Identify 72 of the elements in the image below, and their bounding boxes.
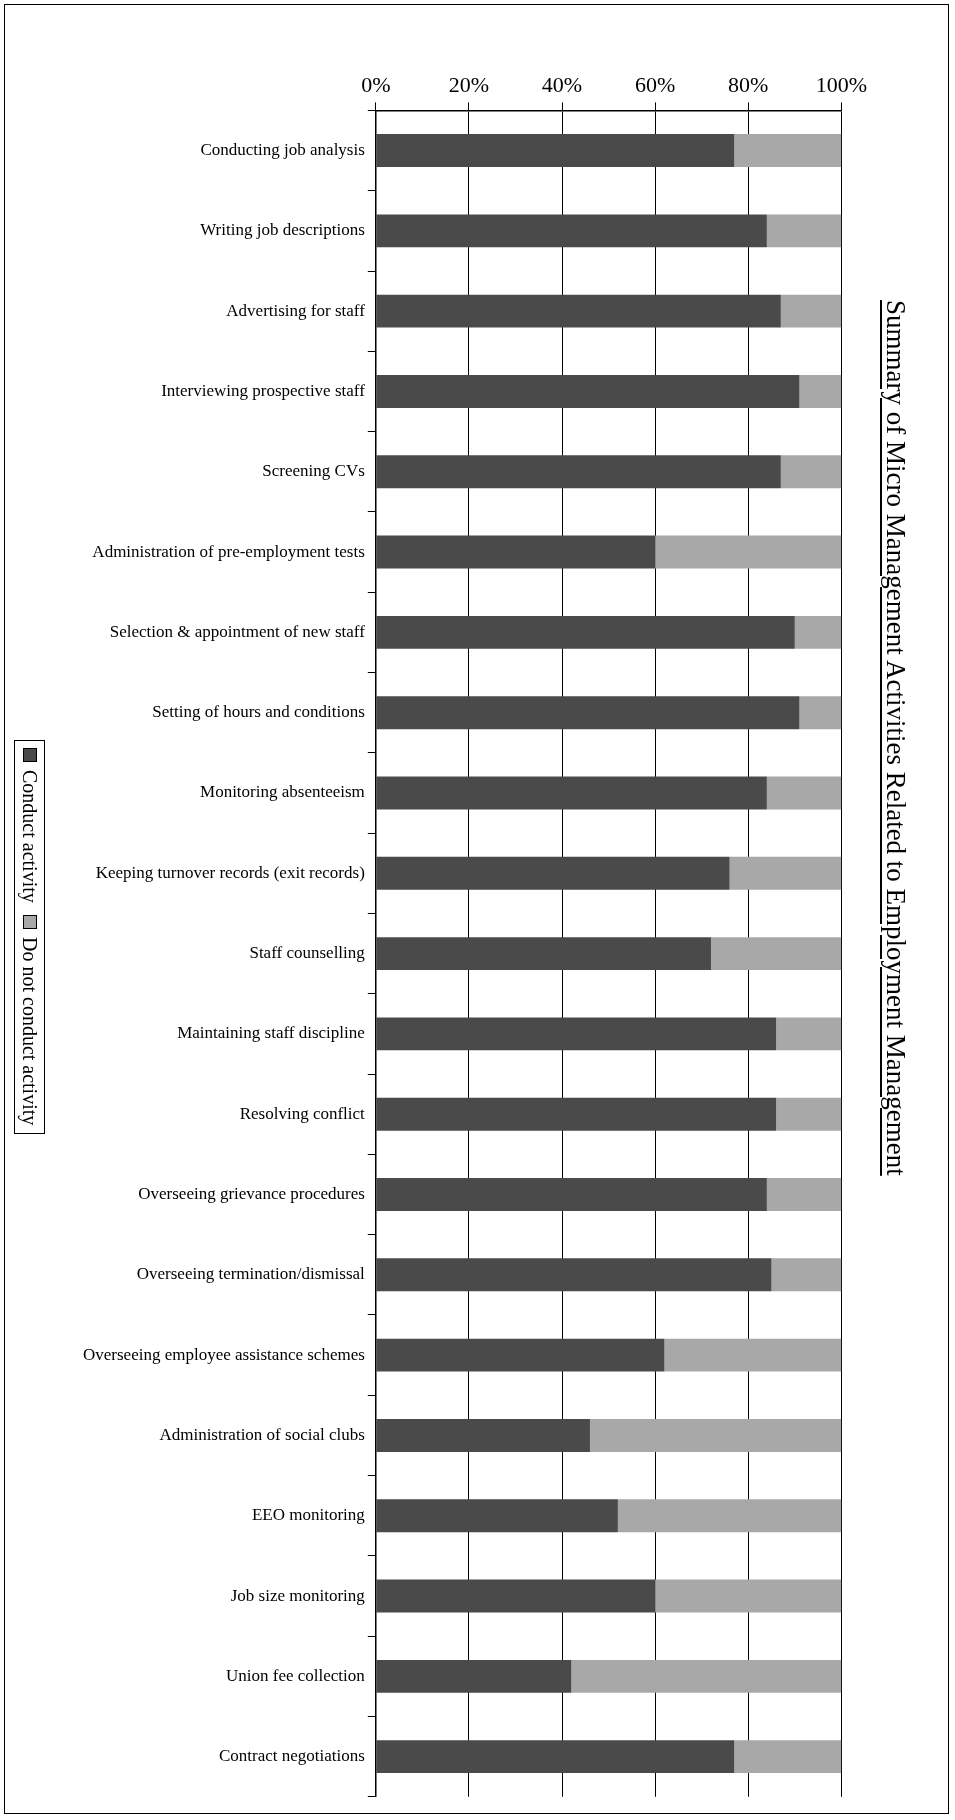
y-tick-label: Overseeing grievance procedures [138,1183,365,1203]
y-tick-label: Resolving conflict [239,1103,366,1123]
bar [571,1659,842,1693]
x-tick-label: 40% [541,71,583,97]
y-tick-label: Monitoring absenteeism [200,782,365,802]
bar [376,776,767,810]
x-tick-label: 60% [634,71,676,97]
bar [376,134,735,168]
y-tick-label: Staff counselling [249,943,366,963]
bar [734,134,842,168]
y-tick-label: Union fee collection [226,1665,366,1685]
legend-label: Do not conduct activity [19,935,41,1126]
bar [376,1017,777,1051]
bar [376,1178,767,1211]
y-tick-label: Screening CVs [262,461,365,481]
bar [617,1499,842,1533]
y-tick-label: Maintaining staff discipline [177,1023,365,1043]
bar [376,455,781,489]
bar [376,1740,735,1774]
bar [655,1579,842,1613]
y-tick-label: Selection & appointment of new staff [109,621,366,641]
text: Summary of Micro Management Activities Related to Employment Management [880,300,911,1178]
bar [376,696,800,730]
y-tick-label: Overseeing termination/dismissal [136,1264,366,1284]
x-tick-label: 100% [815,71,867,97]
y-tick-label: Administration of social clubs [159,1424,365,1444]
y-tick-label: Writing job descriptions [200,220,365,240]
bar [376,1258,772,1292]
y-tick-label: Advertising for staff [226,300,366,320]
bar [734,1740,842,1774]
y-tick-label: Overseeing employee assistance schemes [83,1344,365,1364]
y-tick-label: Administration of pre-employment tests [92,541,365,561]
bar [766,776,842,810]
bar [729,856,842,890]
bar [771,1258,842,1292]
y-tick-label: Setting of hours and conditions [152,702,365,722]
bar [780,294,842,328]
legend-label: Conduct activity [19,769,41,905]
bar [799,696,842,730]
bar [376,294,781,328]
bar [376,535,656,569]
bar [589,1418,842,1452]
bar [655,535,842,569]
bar [376,1579,656,1613]
bar [776,1097,842,1131]
bar [799,375,842,408]
bar [376,1418,590,1452]
y-tick-label: Contract negotiations [218,1746,365,1766]
bar [664,1338,842,1372]
bar [780,455,842,489]
bar [376,1659,572,1693]
bar [766,214,842,248]
bar [766,1178,842,1211]
y-tick-label: Conducting job analysis [200,140,365,160]
bar [376,937,711,971]
bar [376,856,730,890]
y-tick-label: Keeping turnover records (exit records) [95,862,365,882]
x-tick-label: 80% [728,71,769,97]
y-tick-label: EEO monitoring [251,1505,366,1525]
bar [710,937,842,971]
bar [376,214,767,248]
bar [376,1499,618,1533]
bar [376,615,795,649]
y-tick-label: Job size monitoring [230,1585,366,1605]
bar [776,1017,842,1051]
y-tick-label: Interviewing prospective staff [161,380,366,400]
x-tick-label: 0% [361,71,391,97]
bar [794,615,842,649]
bar [376,1097,777,1131]
bar [376,1338,665,1372]
x-tick-label: 20% [448,71,490,97]
bar [376,375,800,408]
